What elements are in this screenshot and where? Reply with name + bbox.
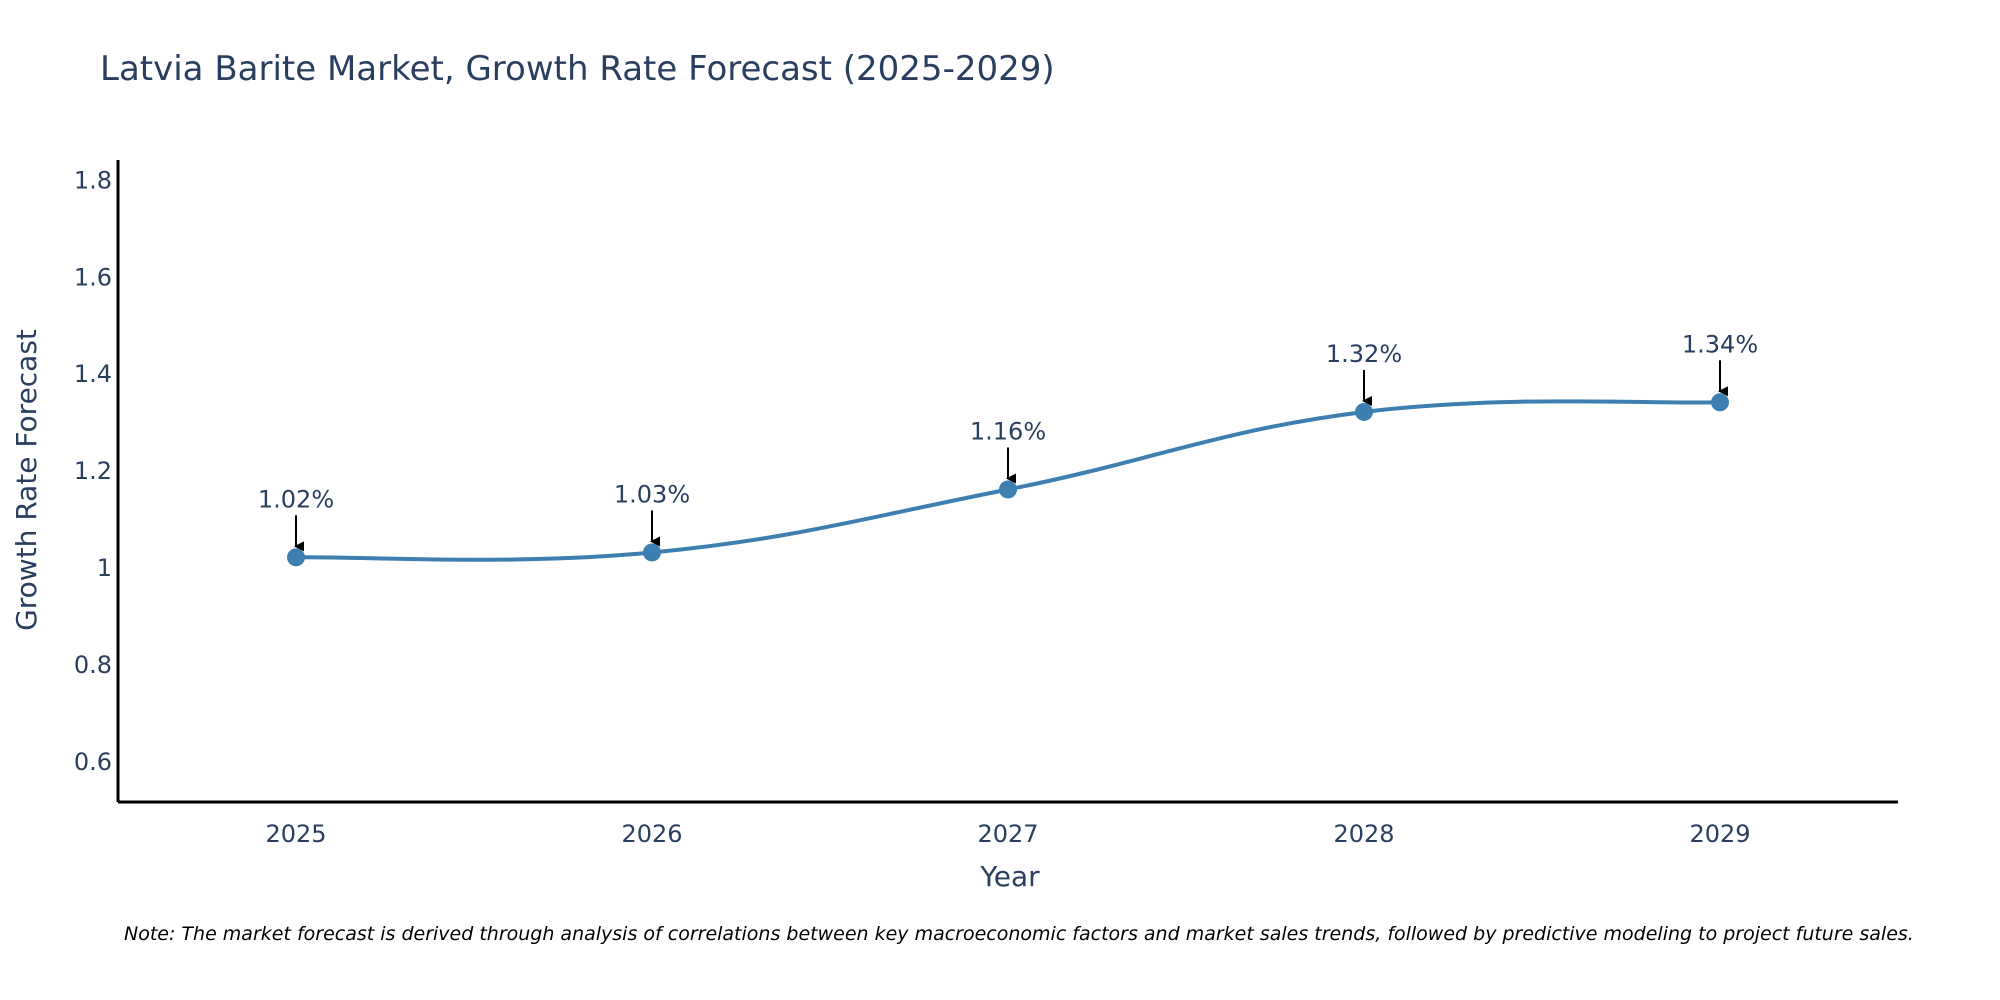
data-label: 1.34% — [1682, 330, 1758, 358]
y-tick-label: 1.8 — [74, 166, 112, 194]
chart-title: Latvia Barite Market, Growth Rate Foreca… — [100, 49, 1055, 89]
y-tick-label: 1.2 — [74, 457, 112, 485]
series-group — [287, 393, 1729, 567]
y-tick-label: 0.6 — [74, 748, 112, 776]
y-tick-label: 1.4 — [74, 360, 112, 388]
data-label: 1.16% — [970, 417, 1046, 445]
y-tick-label: 0.8 — [74, 651, 112, 679]
x-tick-label: 2027 — [977, 820, 1038, 848]
x-tick-label: 2029 — [1689, 820, 1750, 848]
data-point — [999, 480, 1017, 499]
y-axis: 0.6 0.8 1 1.2 1.4 1.6 1.8 — [74, 160, 120, 802]
x-tick-label: 2026 — [621, 820, 682, 848]
data-label: 1.32% — [1326, 340, 1402, 368]
chart-note: Note: The market forecast is derived thr… — [124, 923, 1914, 945]
y-tick-label: 1 — [97, 554, 112, 582]
x-axis-title: Year — [979, 860, 1040, 893]
x-tick-label: 2028 — [1333, 820, 1394, 848]
data-point — [643, 543, 661, 562]
x-tick-label: 2025 — [265, 820, 326, 848]
y-tick-label: 1.6 — [74, 263, 112, 291]
data-label: 1.02% — [258, 485, 334, 513]
y-axis-title: Growth Rate Forecast — [10, 329, 43, 631]
x-axis: 2025 2026 2027 2028 2029 — [118, 800, 1898, 848]
data-label: 1.03% — [614, 480, 690, 508]
annotation-group: 1.02% 1.03% 1.16% 1.32% 1.34% — [258, 330, 1758, 552]
data-point — [287, 548, 305, 567]
data-point — [1355, 402, 1373, 421]
data-point — [1711, 393, 1729, 412]
